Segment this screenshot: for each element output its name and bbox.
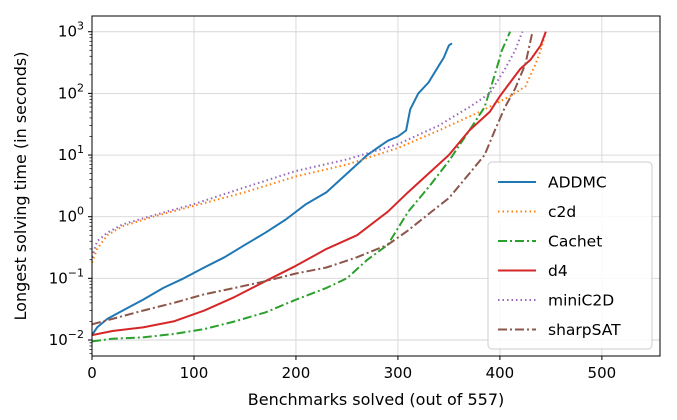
- y-axis-title: Longest solving time (in seconds): [11, 52, 30, 321]
- plot-frame: [91, 15, 661, 357]
- legend-label-sharpsat: sharpSAT: [548, 321, 621, 339]
- y-tick-label-3: 101: [58, 143, 84, 164]
- x-tick-label-2: 200: [282, 364, 311, 382]
- y-tick-label-0: 10−2: [49, 328, 84, 349]
- legend-label-cachet: Cachet: [548, 233, 602, 251]
- series-line-sharpsat: [92, 31, 534, 326]
- x-tick-label-4: 400: [486, 364, 515, 382]
- legend-label-c2d: c2d: [548, 203, 576, 221]
- legend: ADDMC c2d Cachet d4 miniC2D sharpSAT: [487, 161, 653, 350]
- series-line-addmc: [92, 42, 453, 336]
- series-lines: [92, 31, 547, 343]
- legend-box: [487, 161, 653, 350]
- x-axis-title: Benchmarks solved (out of 557): [248, 390, 505, 409]
- legend-label-addmc: ADDMC: [548, 174, 607, 192]
- legend-label-d4: d4: [548, 262, 568, 280]
- y-tick-label-2: 100: [58, 205, 84, 226]
- series-line-d4: [92, 31, 547, 337]
- y-tick-label-1: 10−1: [49, 266, 84, 287]
- axis-ticks: 0 100 200 300 400 500 10−2 10−1 100 101 102 103: [49, 20, 617, 382]
- x-tick-label-0: 0: [87, 364, 97, 382]
- series-line-cachet: [92, 31, 512, 343]
- x-tick-label-5: 500: [588, 364, 617, 382]
- y-tick-label-5: 103: [58, 20, 84, 41]
- x-tick-label-1: 100: [180, 364, 209, 382]
- legend-label-minic2d: miniC2D: [548, 292, 614, 310]
- x-tick-label-3: 300: [384, 364, 413, 382]
- y-tick-label-4: 102: [58, 81, 84, 102]
